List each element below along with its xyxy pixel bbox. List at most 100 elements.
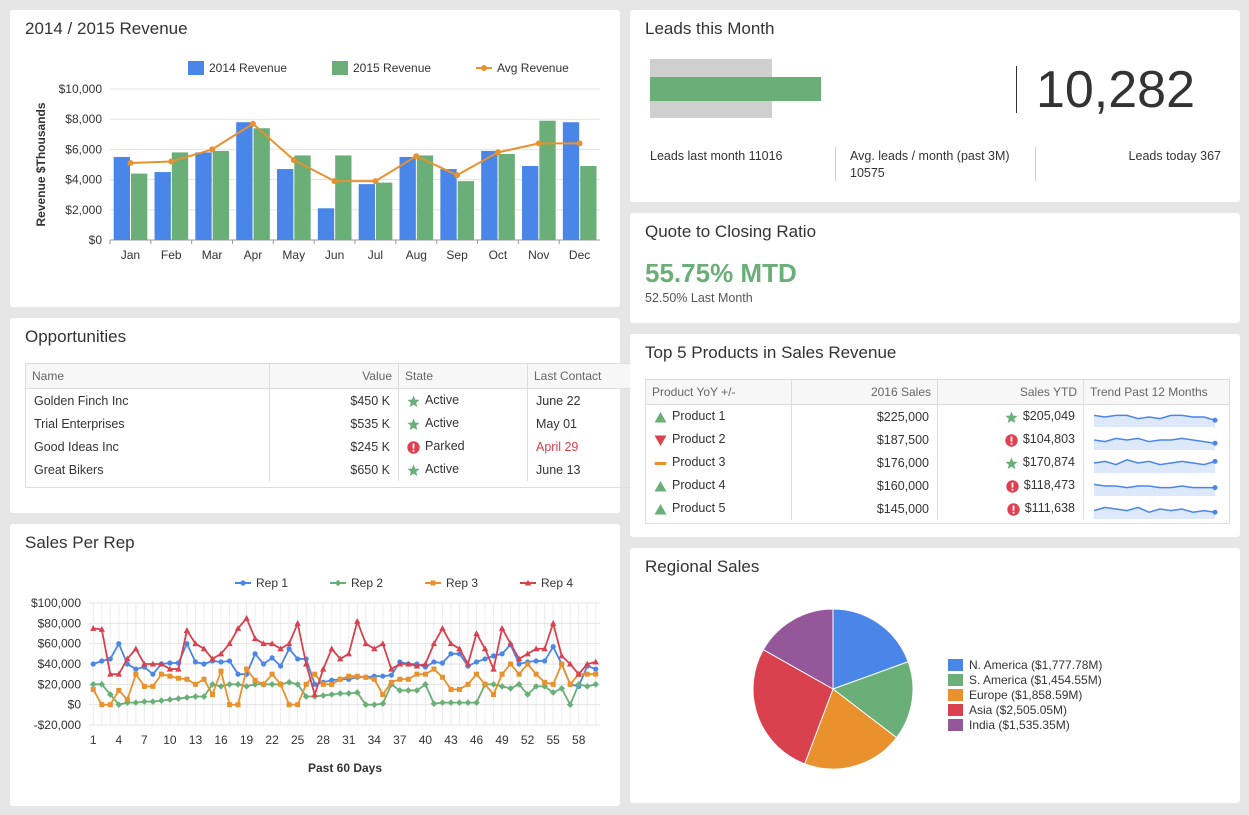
point <box>107 702 113 708</box>
x-tick-label: 52 <box>521 733 535 747</box>
trend-cell <box>1083 474 1230 497</box>
point <box>422 660 429 667</box>
up-icon <box>654 411 667 423</box>
cell: Active <box>398 458 528 481</box>
point <box>107 656 113 662</box>
bar <box>212 150 230 240</box>
point <box>99 702 105 708</box>
sparkline-line <box>1093 458 1216 465</box>
leads-panel: Leads this Month 10,282 Leads last month… <box>630 10 1240 202</box>
point <box>252 677 258 683</box>
cell-text: Active <box>425 416 460 431</box>
down-icon <box>654 435 667 446</box>
top5-table: Product YoY +/- 2016 Sales Sales YTD Trend … <box>645 379 1230 524</box>
point <box>473 699 480 706</box>
opportunities-panel: Opportunities Name Value State Last Contact… <box>10 318 657 513</box>
point <box>448 651 454 657</box>
x-tick-label: Sep <box>446 248 468 262</box>
bar <box>580 166 597 240</box>
revenue-panel: $0 $2,000 $4,000 $6,000 $8,000 $10,000 Revenue… <box>10 10 620 307</box>
x-tick-label: 46 <box>470 733 484 747</box>
point <box>184 641 190 647</box>
y-tick-label: $20,000 <box>38 677 82 691</box>
y-tick-label: $60,000 <box>38 637 82 651</box>
point <box>583 683 591 690</box>
y-tick-label: $0 <box>68 698 82 712</box>
spacer-row <box>26 481 657 487</box>
cell: $104,803 <box>937 428 1084 451</box>
point <box>150 671 156 677</box>
point <box>575 670 582 677</box>
point <box>226 658 233 664</box>
point <box>515 655 523 662</box>
cell-text: Active <box>425 393 460 408</box>
cell-text: Golden Finch Inc <box>34 393 129 408</box>
sparkline-end <box>1212 417 1218 423</box>
slice <box>762 608 834 690</box>
point <box>150 683 156 689</box>
point <box>240 580 246 586</box>
legend-label: Asia ($2,505.05M) <box>969 703 1067 717</box>
panel-title: 2014 / 2015 Revenue <box>25 19 188 38</box>
column-header: 2016 Sales <box>791 379 938 405</box>
point <box>345 650 352 657</box>
cell-text: $145,000 <box>876 501 929 516</box>
point <box>567 681 573 687</box>
cell-text: May 01 <box>536 416 577 431</box>
point <box>430 580 436 586</box>
point <box>328 645 335 652</box>
row: Good Ideas Inc $245 K Parked April 29 <box>25 435 657 458</box>
x-tick-label: Mar <box>202 248 223 262</box>
cell: Product 3 <box>645 451 792 474</box>
point <box>133 666 139 672</box>
point <box>372 178 379 185</box>
cell: $145,000 <box>791 497 938 520</box>
alert-icon <box>1010 436 1013 442</box>
x-tick-label: 4 <box>115 733 122 747</box>
point <box>413 662 421 669</box>
x-tick-label: 40 <box>419 733 433 747</box>
x-tick-label: 22 <box>265 733 279 747</box>
point <box>371 645 378 652</box>
point <box>396 687 404 694</box>
x-tick-label: Jul <box>368 248 383 262</box>
point <box>302 660 310 667</box>
line <box>130 122 580 183</box>
bar <box>539 120 556 240</box>
star-icon <box>1005 457 1018 469</box>
point <box>141 698 148 705</box>
x-tick-label: 49 <box>495 733 509 747</box>
cell-text: Active <box>425 462 460 477</box>
cell: May 01 <box>527 412 657 435</box>
point <box>439 625 446 631</box>
point <box>278 663 284 669</box>
icon <box>654 435 667 446</box>
stat: Avg. leads / month (past 3M) 10575 <box>850 149 1010 180</box>
point <box>209 146 216 153</box>
point <box>166 665 174 672</box>
point <box>235 671 241 677</box>
point <box>593 666 599 672</box>
point <box>396 660 404 667</box>
value-bar <box>650 77 822 101</box>
cell-text: $650 K <box>350 462 390 477</box>
alert-icon <box>412 449 415 452</box>
legend-swatch <box>332 61 348 75</box>
point <box>405 676 411 682</box>
column-header: Value <box>269 363 399 389</box>
point <box>430 700 438 707</box>
point <box>439 660 446 666</box>
x-tick-label: 34 <box>368 733 382 747</box>
point <box>90 686 96 692</box>
point <box>584 671 590 677</box>
point <box>507 685 514 692</box>
cell: Product 1 <box>645 404 792 428</box>
point <box>542 679 548 685</box>
bar <box>277 169 294 240</box>
cell: Parked <box>398 435 528 458</box>
point <box>337 655 344 662</box>
point <box>499 651 505 657</box>
point <box>405 660 412 667</box>
point <box>149 660 157 667</box>
